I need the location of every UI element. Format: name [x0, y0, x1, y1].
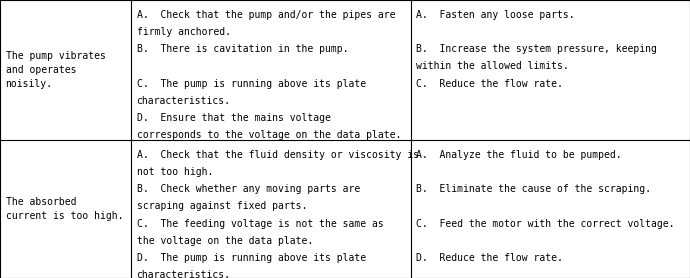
Text: not too high.: not too high.	[137, 167, 213, 177]
Text: the voltage on the data plate.: the voltage on the data plate.	[137, 236, 313, 246]
Text: C.  Reduce the flow rate.: C. Reduce the flow rate.	[416, 79, 563, 89]
Text: A.  Fasten any loose parts.: A. Fasten any loose parts.	[416, 10, 575, 20]
Text: corresponds to the voltage on the data plate.: corresponds to the voltage on the data p…	[137, 130, 401, 140]
Text: B.  Eliminate the cause of the scraping.: B. Eliminate the cause of the scraping.	[416, 184, 651, 194]
Text: C.  The pump is running above its plate: C. The pump is running above its plate	[137, 79, 366, 89]
Text: within the allowed limits.: within the allowed limits.	[416, 61, 569, 71]
Text: C.  Feed the motor with the correct voltage.: C. Feed the motor with the correct volta…	[416, 219, 675, 229]
Text: B.  There is cavitation in the pump.: B. There is cavitation in the pump.	[137, 44, 348, 54]
Text: D.  The pump is running above its plate: D. The pump is running above its plate	[137, 253, 366, 263]
Text: A.  Check that the fluid density or viscosity is: A. Check that the fluid density or visco…	[137, 150, 419, 160]
Text: B.  Check whether any moving parts are: B. Check whether any moving parts are	[137, 184, 360, 194]
Text: C.  The feeding voltage is not the same as: C. The feeding voltage is not the same a…	[137, 219, 384, 229]
Text: characteristics.: characteristics.	[137, 270, 230, 278]
Text: firmly anchored.: firmly anchored.	[137, 27, 230, 37]
Text: D.  Ensure that the mains voltage: D. Ensure that the mains voltage	[137, 113, 331, 123]
Text: scraping against fixed parts.: scraping against fixed parts.	[137, 201, 307, 211]
Text: The pump vibrates
and operates
noisily.: The pump vibrates and operates noisily.	[6, 51, 106, 89]
Text: A.  Analyze the fluid to be pumped.: A. Analyze the fluid to be pumped.	[416, 150, 622, 160]
Text: A.  Check that the pump and/or the pipes are: A. Check that the pump and/or the pipes …	[137, 10, 395, 20]
Text: characteristics.: characteristics.	[137, 96, 230, 106]
Text: The absorbed
current is too high.: The absorbed current is too high.	[6, 197, 123, 221]
Text: D.  Reduce the flow rate.: D. Reduce the flow rate.	[416, 253, 563, 263]
Text: B.  Increase the system pressure, keeping: B. Increase the system pressure, keeping	[416, 44, 657, 54]
